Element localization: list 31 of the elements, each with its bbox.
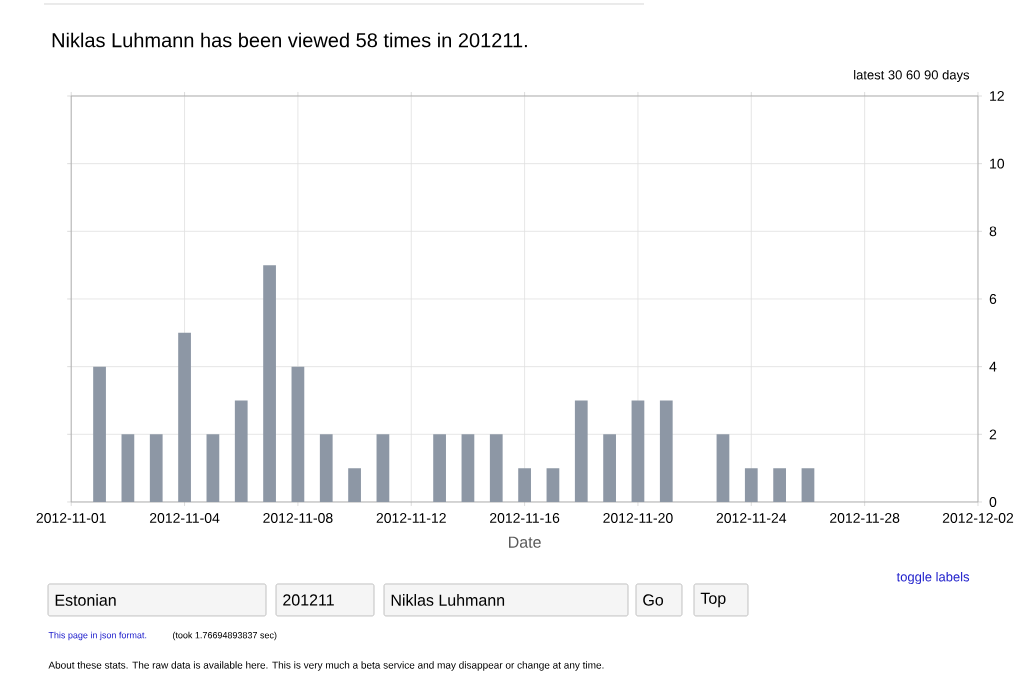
- bar: [291, 366, 305, 502]
- text: 201211: [283, 594, 334, 606]
- text: Top: [700, 592, 726, 608]
- bar: [149, 434, 163, 502]
- bar: [121, 434, 135, 502]
- bar: [433, 434, 446, 502]
- bar: [518, 468, 531, 502]
- bar: [773, 468, 787, 502]
- text: Estonian: [55, 594, 116, 606]
- bar: [178, 332, 191, 502]
- chart-title: Niklas Luhmann has been viewed 58 times in 201211.: [52, 32, 527, 48]
- x-axis-title: Date: [509, 536, 541, 548]
- bar: [603, 434, 616, 502]
- bar: [263, 265, 276, 502]
- bar: [574, 400, 588, 502]
- bar: [744, 468, 758, 502]
- text: Go: [643, 594, 664, 606]
- bar: [631, 400, 645, 502]
- bar: [206, 434, 220, 502]
- bar: [801, 468, 815, 502]
- bar: [319, 434, 333, 502]
- bar: [659, 400, 673, 502]
- bar: [716, 434, 730, 502]
- bar: [348, 468, 361, 502]
- bar: [489, 434, 503, 502]
- bar: [546, 468, 560, 502]
- bar: [461, 434, 475, 502]
- bar: [93, 366, 106, 502]
- bar: [376, 434, 390, 502]
- bar: [234, 400, 248, 502]
- text: Niklas Luhmann: [391, 594, 505, 606]
